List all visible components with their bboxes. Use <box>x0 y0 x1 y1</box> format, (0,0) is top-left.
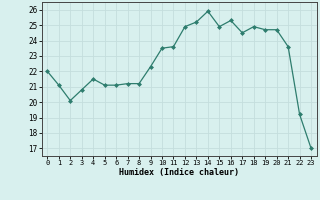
X-axis label: Humidex (Indice chaleur): Humidex (Indice chaleur) <box>119 168 239 177</box>
